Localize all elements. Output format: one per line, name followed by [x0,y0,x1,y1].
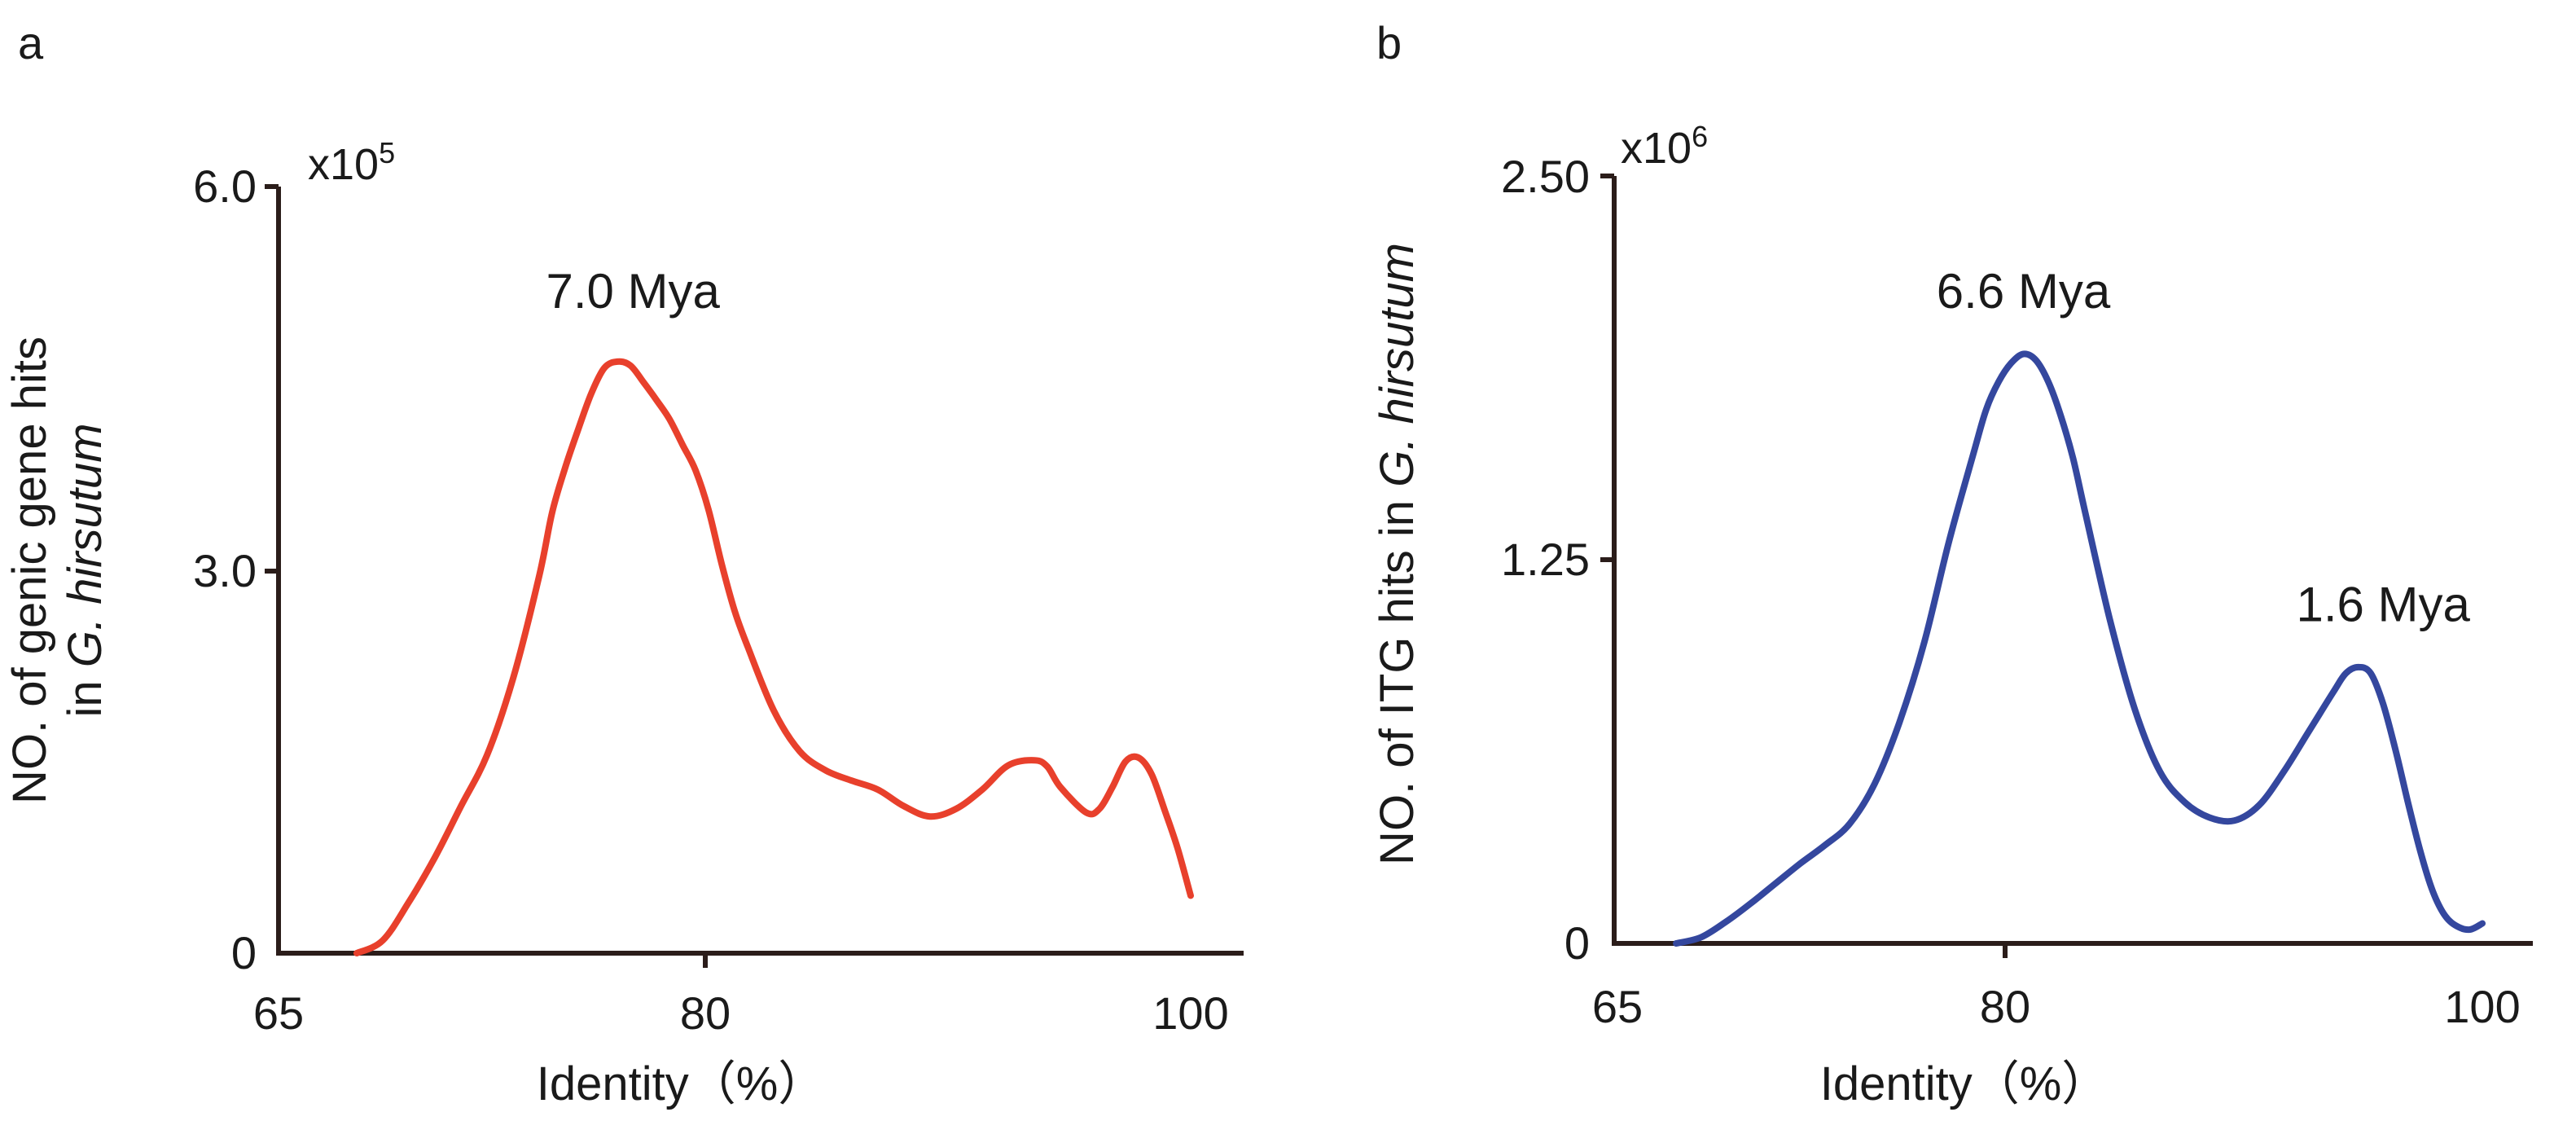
panel-a-ytick-label-0: 0 [231,927,257,978]
panel-a-scale-exp: 5 [379,136,395,169]
panel-b-y-axis-title-species: G. hirsutum [1371,243,1424,487]
panel-b-xtick-label-100: 100 [2444,981,2520,1032]
panel-a-scale-base: x10 [308,140,379,189]
panel-a-y-axis-title-line1: NO. of genic gene hits [3,336,56,804]
panel-b-scale-label: x106 [1621,120,1708,173]
panel-b-y-axis-title: NO. of ITG hits in G. hirsutum [1371,243,1424,865]
panel-b-peak-annotation-6-6: 6.6 Mya [1937,264,2111,319]
panel-a-ytick-label-3: 3.0 [193,545,257,596]
panel-b-ytick-label-125: 1.25 [1501,534,1590,585]
panel-a-xtick-label-65: 65 [253,987,304,1039]
panel-a-series-line [353,358,1194,956]
panel-a-scale-label: x105 [308,136,395,189]
panel-a-axes [276,187,1244,956]
panel-b-xtick-label-65: 65 [1592,981,1643,1032]
panel-b-series-line [1673,350,2486,947]
panel-a-x-axis-title: Identity（%） [537,1057,826,1110]
panel-b-letter: b [1376,17,1402,68]
panel-a-ytick-label-6: 6.0 [193,160,257,212]
panel-a-y-axis-title-species: G. hirsutum [59,423,112,667]
panel-a-y-axis-title: NO. of genic gene hits in G. hirsutum [3,336,112,804]
panel-b-scale-base: x10 [1621,124,1692,173]
panel-a-y-axis-title-line2: in G. hirsutum [59,423,112,717]
panel-b-xtick-label-80: 80 [1980,981,2030,1032]
panel-a-xtick-label-100: 100 [1152,987,1228,1039]
panel-a-letter: a [18,17,44,68]
panel-a-xtick-label-80: 80 [680,987,731,1039]
panel-b-y-axis-title-text: NO. of ITG hits in G. hirsutum [1371,243,1424,865]
panel-b: b 2.50 1.25 0 65 80 100 x106 Identity（%）… [1371,17,2533,1110]
panel-b-ytick-label-250: 2.50 [1501,151,1590,202]
panel-b-x-axis-title: Identity（%） [1820,1057,2109,1110]
panel-b-peak-annotation-1-6: 1.6 Mya [2296,577,2470,631]
panel-a-peak-annotation: 7.0 Mya [546,264,720,319]
panel-a: a 6.0 3.0 0 65 80 100 x105 Identity（%） N… [3,17,1244,1110]
panel-b-axes [1612,176,2533,946]
panel-b-y-axis-title-prefix: NO. of ITG hits in [1371,487,1424,865]
panel-b-scale-exp: 6 [1692,120,1708,153]
panel-b-ytick-label-0: 0 [1564,917,1590,969]
panel-a-y-axis-title-line2-prefix: in [59,667,112,717]
